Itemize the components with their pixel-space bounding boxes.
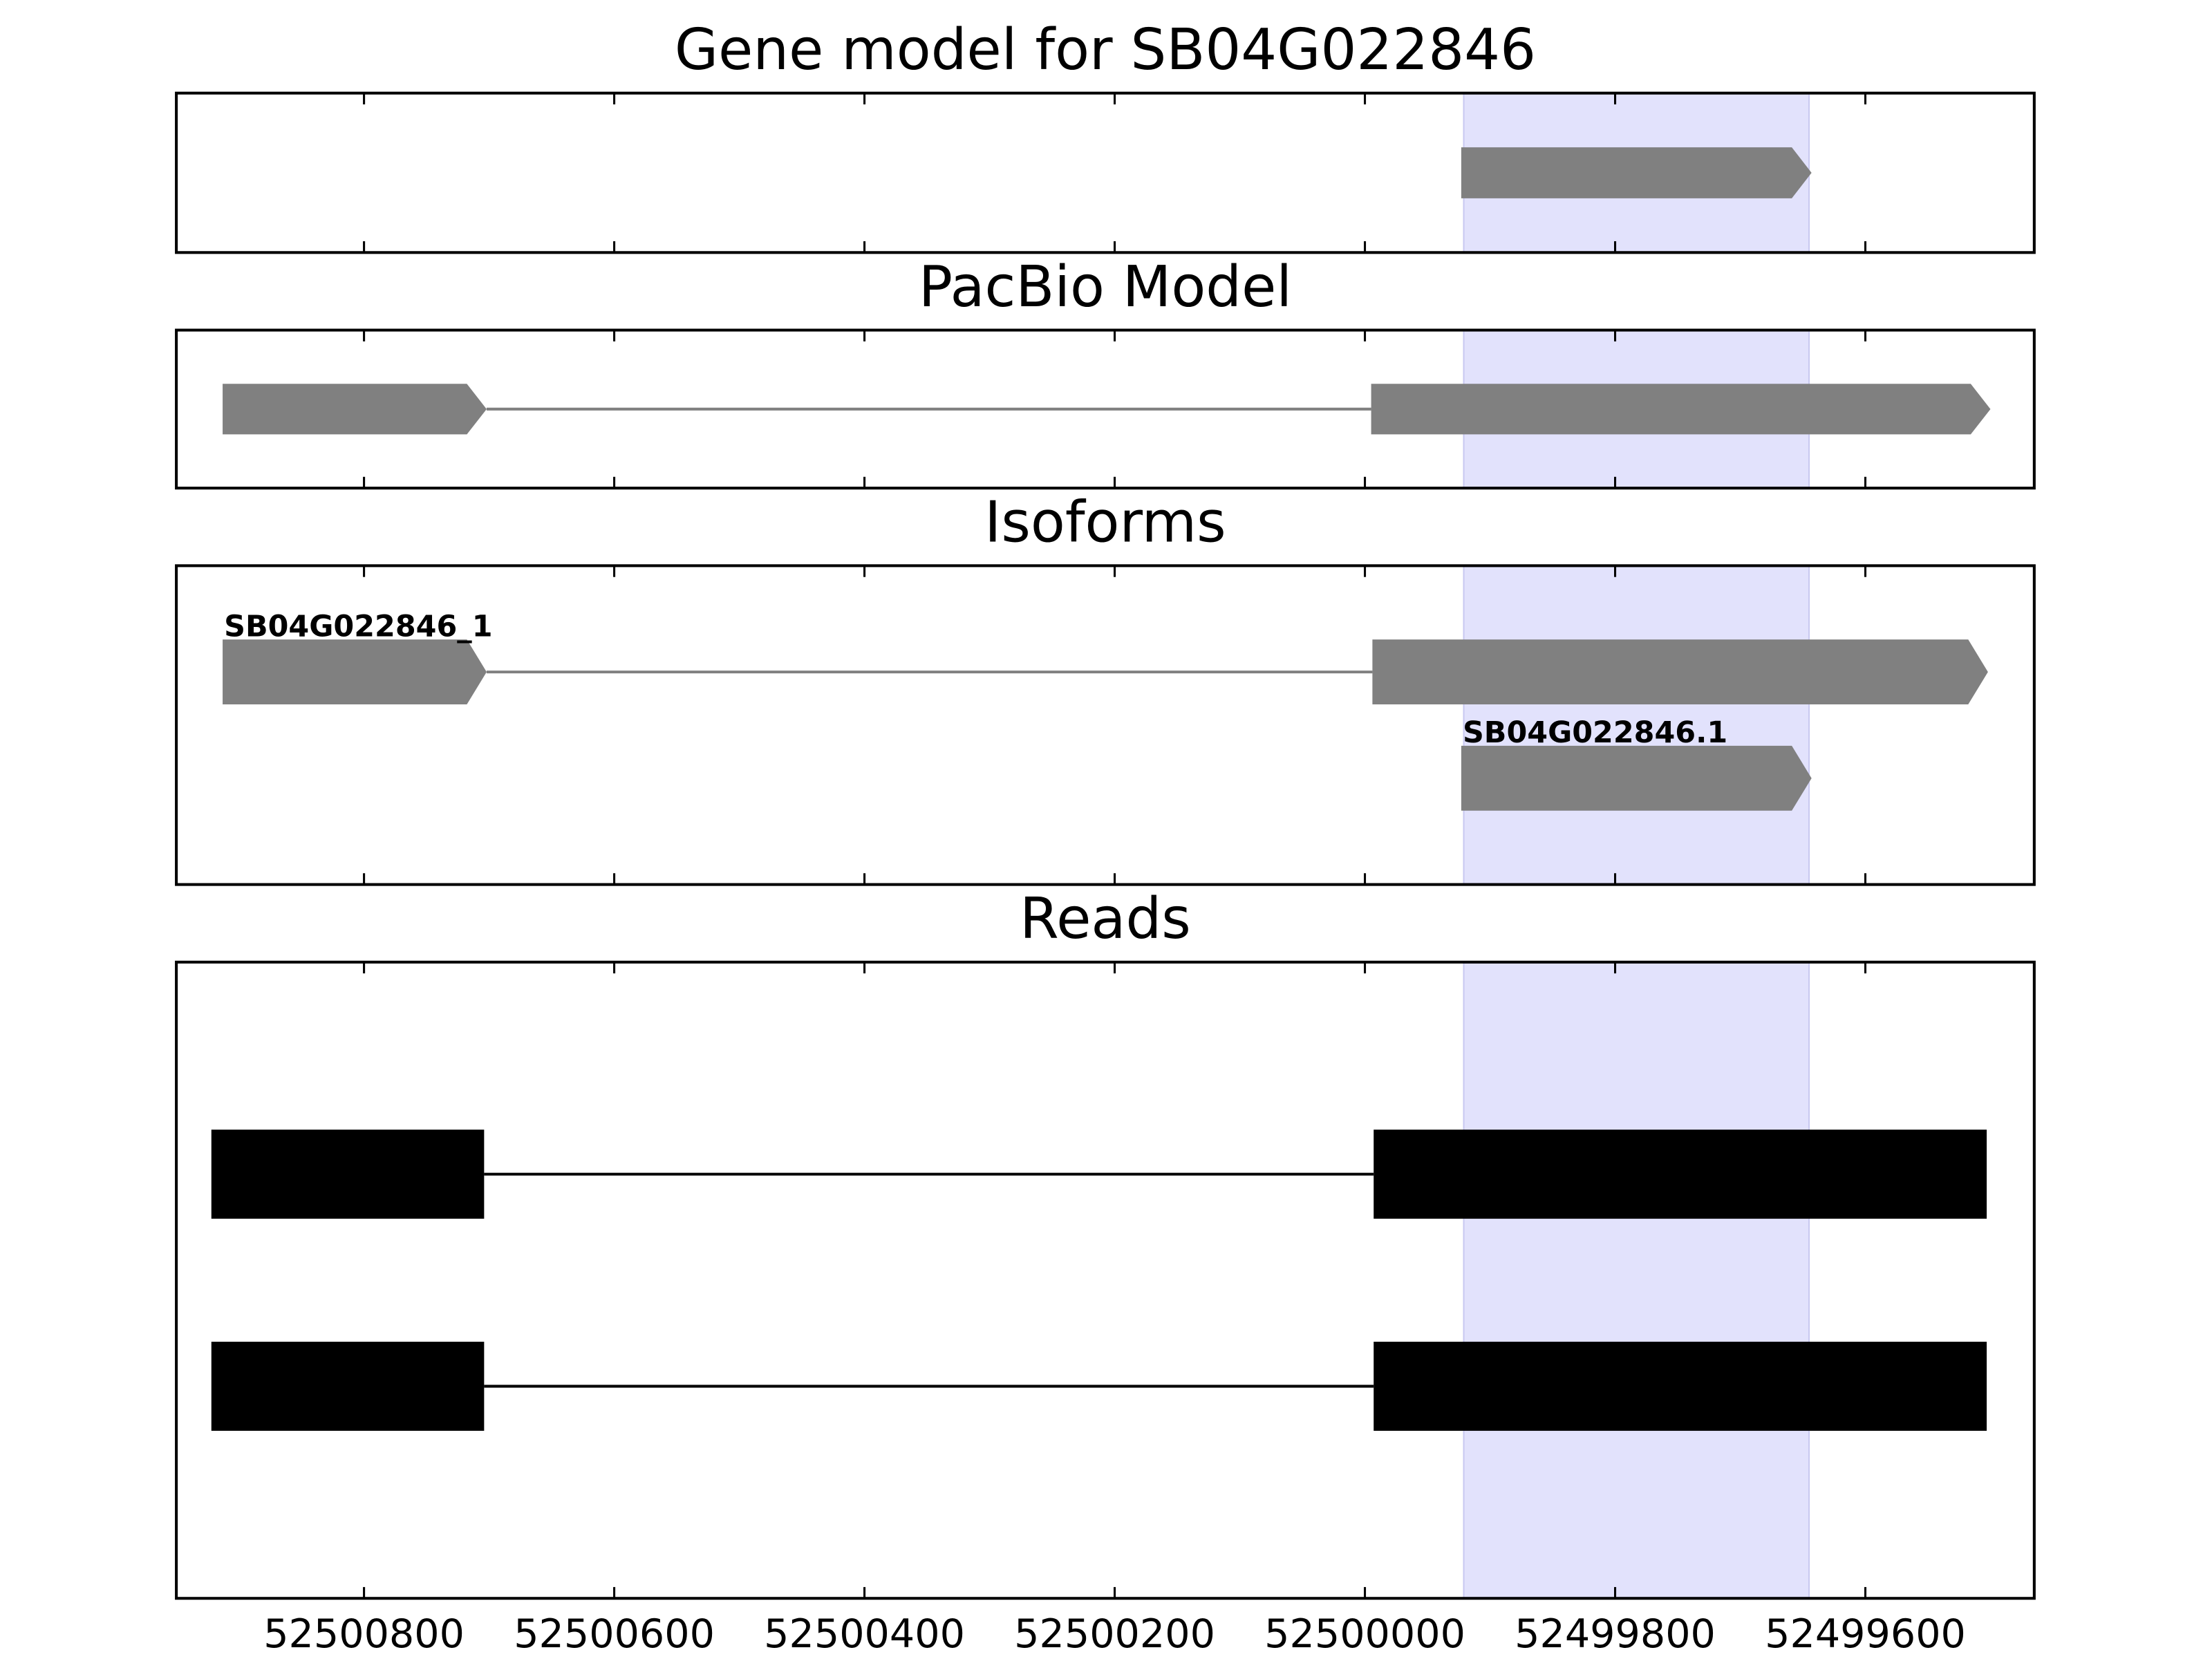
- panel-title: Isoforms: [984, 490, 1226, 556]
- x-tick-label: 52500800: [263, 1611, 465, 1657]
- exon: [1461, 745, 1812, 811]
- axes-frame: [175, 564, 2036, 886]
- axes-frame: [175, 328, 2036, 490]
- highlight-band: [1463, 565, 1810, 885]
- panel-title: PacBio Model: [919, 254, 1292, 320]
- highlight-band: [1463, 961, 1810, 1600]
- x-tick-label: 52499800: [1515, 1611, 1716, 1657]
- x-tick-label: 52500200: [1014, 1611, 1215, 1657]
- x-tick-label: 52500000: [1264, 1611, 1465, 1657]
- exon: [211, 1342, 485, 1431]
- x-tick-label: 52499600: [1765, 1611, 1966, 1657]
- exon: [1374, 1342, 1987, 1431]
- exon: [211, 1130, 485, 1219]
- feature-label: SB04G022846_1: [224, 609, 492, 644]
- exon: [223, 384, 487, 435]
- axes-frame: [175, 960, 2036, 1600]
- exon: [1461, 147, 1812, 198]
- exon: [223, 639, 487, 705]
- exon: [1372, 639, 1988, 705]
- x-tick-label: 52500600: [514, 1611, 715, 1657]
- exon: [1374, 1130, 1987, 1219]
- panel-title: Gene model for SB04G022846: [675, 17, 1536, 83]
- x-tick-label: 52500400: [764, 1611, 965, 1657]
- axes-frame: [175, 91, 2036, 254]
- feature-label: SB04G022846.1: [1463, 715, 1727, 750]
- panel-title: Reads: [1020, 886, 1191, 952]
- exon: [1371, 384, 1991, 435]
